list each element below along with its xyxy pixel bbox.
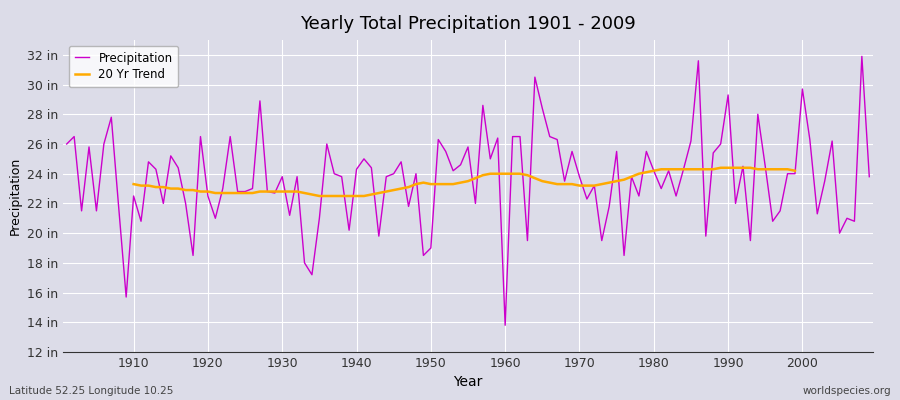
- Precipitation: [500, 323, 510, 328]
- Text: Latitude 52.25 Longitude 10.25: Latitude 52.25 Longitude 10.25: [9, 386, 174, 396]
- Title: Yearly Total Precipitation 1901 - 2009: Yearly Total Precipitation 1901 - 2009: [300, 15, 636, 33]
- 20 Yr Trend: [700, 167, 711, 172]
- Precipitation: [328, 171, 339, 176]
- Legend: Precipitation, 20 Yr Trend: Precipitation, 20 Yr Trend: [69, 46, 178, 87]
- 20 Yr Trend: [686, 167, 697, 172]
- Precipitation: [597, 238, 608, 243]
- Precipitation: [121, 295, 131, 300]
- 20 Yr Trend: [128, 182, 139, 186]
- 20 Yr Trend: [337, 194, 347, 198]
- Precipitation: [508, 134, 518, 139]
- Line: Precipitation: Precipitation: [67, 56, 869, 325]
- 20 Yr Trend: [314, 194, 325, 198]
- Precipitation: [492, 136, 503, 140]
- Line: 20 Yr Trend: 20 Yr Trend: [133, 168, 795, 196]
- 20 Yr Trend: [789, 168, 800, 173]
- Precipitation: [864, 174, 875, 179]
- 20 Yr Trend: [716, 165, 726, 170]
- Precipitation: [284, 213, 295, 218]
- X-axis label: Year: Year: [454, 376, 482, 390]
- 20 Yr Trend: [775, 167, 786, 172]
- 20 Yr Trend: [597, 182, 608, 186]
- 20 Yr Trend: [218, 191, 229, 196]
- Text: worldspecies.org: worldspecies.org: [803, 386, 891, 396]
- Y-axis label: Precipitation: Precipitation: [8, 157, 22, 235]
- Precipitation: [857, 54, 868, 59]
- Precipitation: [61, 142, 72, 146]
